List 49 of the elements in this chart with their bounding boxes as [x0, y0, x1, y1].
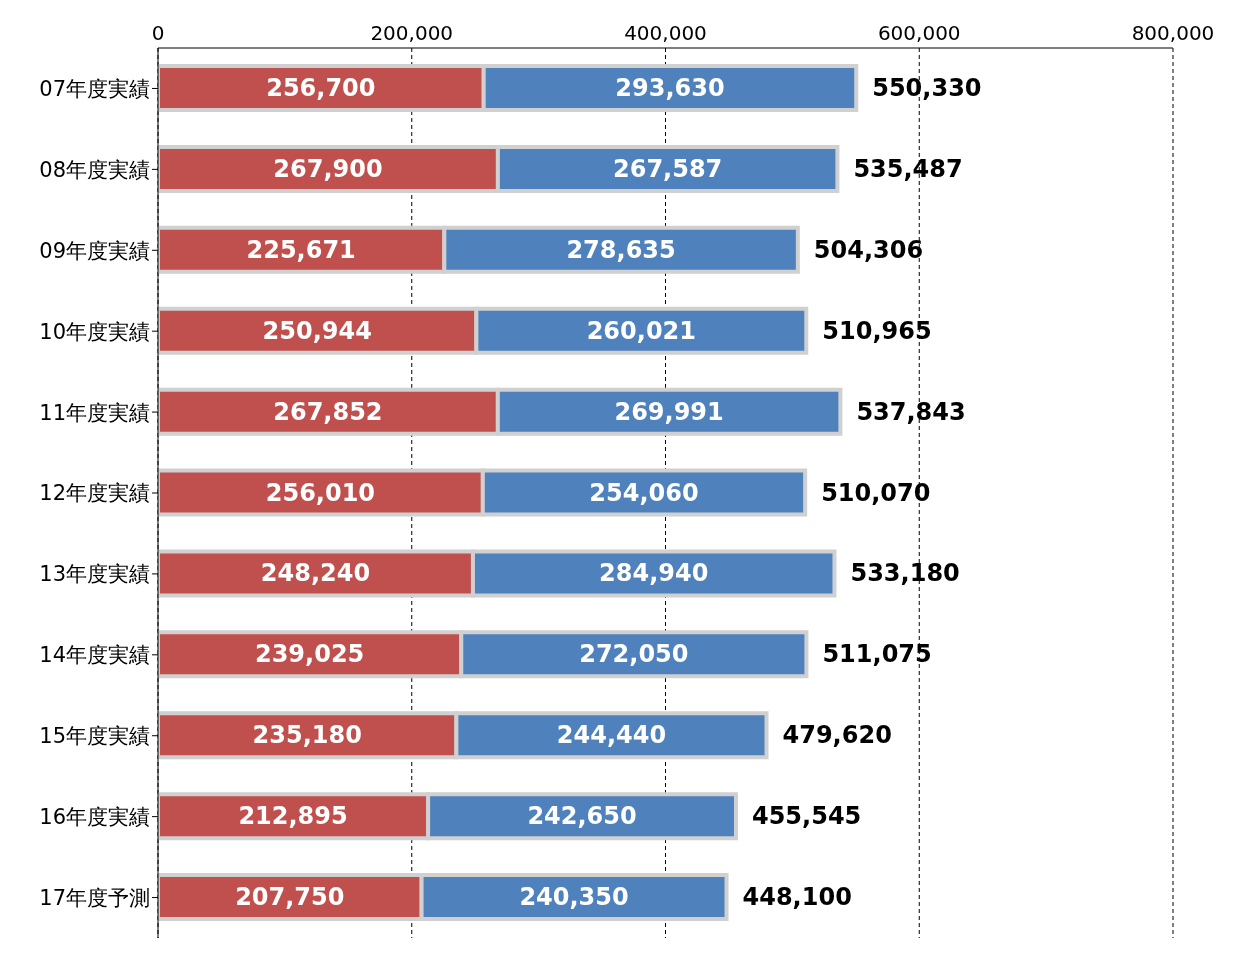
data-label: 278,635 — [566, 235, 676, 264]
data-label: 207,750 — [235, 883, 345, 912]
y-tick-label: 16年度実績 — [39, 805, 150, 830]
data-label: 293,630 — [615, 74, 725, 102]
data-label: 256,700 — [266, 74, 376, 102]
total-label: 448,100 — [742, 883, 852, 912]
data-label: 272,050 — [579, 640, 689, 669]
y-tick-label: 07年度実績 — [39, 76, 150, 101]
data-label: 248,240 — [260, 559, 371, 588]
x-tick-label: 800,000 — [1131, 21, 1215, 45]
data-label: 225,671 — [246, 235, 356, 264]
data-label: 254,060 — [589, 478, 699, 507]
data-label: 240,350 — [519, 883, 629, 912]
y-tick-label: 08年度実績 — [39, 157, 150, 182]
data-label: 267,852 — [273, 397, 383, 426]
y-tick-label: 12年度実績 — [39, 481, 150, 506]
total-label: 510,965 — [822, 316, 932, 345]
x-tick-label: 600,000 — [877, 21, 961, 45]
x-tick-label: 400,000 — [624, 21, 707, 45]
x-tick-label: 0 — [151, 21, 165, 45]
y-tick-label: 14年度実績 — [39, 643, 150, 668]
data-label: 269,991 — [614, 397, 724, 426]
y-tick-label: 13年度実績 — [39, 562, 150, 587]
data-label: 242,650 — [527, 802, 637, 831]
total-label: 533,180 — [850, 559, 960, 588]
y-tick-label: 15年度実績 — [39, 724, 150, 749]
y-tick-label: 09年度実績 — [39, 238, 150, 263]
total-label: 455,545 — [751, 802, 862, 831]
total-label: 537,843 — [856, 397, 966, 426]
data-label: 239,025 — [254, 640, 365, 669]
y-tick-label: 11年度実績 — [39, 400, 150, 425]
data-label: 235,180 — [252, 721, 362, 750]
data-label: 256,010 — [265, 478, 376, 507]
total-label: 535,487 — [853, 154, 963, 183]
total-label: 511,075 — [822, 640, 932, 669]
y-tick-label: 17年度予測 — [39, 886, 150, 910]
data-label: 244,440 — [556, 721, 667, 750]
data-label: 267,900 — [273, 154, 383, 183]
total-label: 504,306 — [813, 235, 924, 264]
data-label: 284,940 — [599, 559, 709, 588]
data-label: 250,944 — [262, 316, 372, 345]
data-label: 267,587 — [612, 154, 723, 183]
total-label: 479,620 — [782, 721, 892, 750]
x-tick-label: 200,000 — [370, 21, 454, 45]
data-label: 260,021 — [586, 316, 696, 345]
y-tick-label: 10年度実績 — [39, 319, 150, 344]
total-label: 510,070 — [821, 478, 931, 507]
total-label: 550,330 — [872, 74, 982, 102]
data-label: 212,895 — [238, 802, 348, 831]
